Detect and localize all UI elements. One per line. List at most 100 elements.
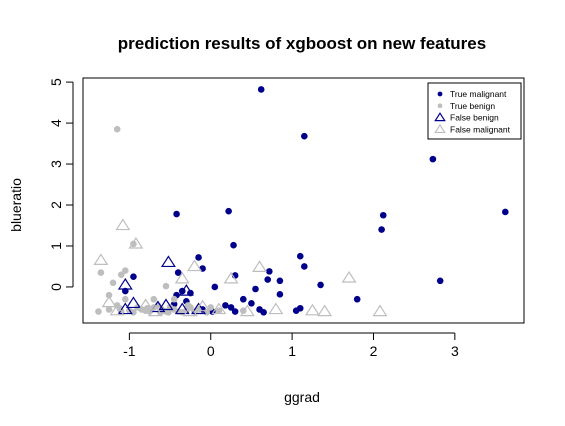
data-point: [292, 307, 300, 315]
data-point: [150, 295, 158, 303]
x-tick-label: 0: [207, 343, 215, 359]
y-tick-label: 2: [48, 201, 64, 209]
data-point: [170, 295, 178, 303]
data-point: [248, 300, 255, 307]
data-point: [231, 308, 239, 315]
data-point: [101, 295, 117, 308]
data-point: [162, 282, 170, 290]
data-point: [105, 306, 113, 313]
data-point: [191, 302, 207, 315]
data-point: [230, 241, 237, 249]
y-tick-label: 1: [48, 242, 64, 250]
data-point: [429, 155, 437, 163]
data-point: [97, 269, 105, 276]
data-point: [207, 304, 215, 311]
data-point: [223, 271, 239, 284]
data-point: [239, 304, 255, 317]
data-point: [174, 271, 190, 284]
data-point: [160, 255, 176, 268]
x-axis: -1 0 1 2 3: [123, 332, 459, 359]
data-point: [173, 210, 180, 218]
data-point: [276, 277, 284, 285]
series-true-malignant: [122, 86, 509, 316]
data-point: [117, 277, 133, 290]
data-point: [93, 253, 109, 266]
y-tick-label: 3: [48, 160, 64, 168]
legend-marker: [434, 123, 446, 134]
data-point: [317, 281, 324, 289]
data-point: [215, 307, 223, 315]
data-point: [174, 302, 190, 315]
data-point: [117, 271, 125, 278]
data-point: [264, 276, 271, 283]
series-false-malignant: [93, 218, 388, 317]
data-point: [115, 218, 131, 231]
data-point: [276, 291, 284, 298]
series-false-benign: [117, 255, 207, 315]
data-point: [125, 296, 141, 309]
data-point: [222, 302, 229, 309]
data-point: [178, 284, 194, 296]
legend: True malignant True benign False benignFal…: [427, 82, 522, 140]
legend-label: False benign: [450, 113, 499, 123]
legend-marker: [437, 103, 443, 109]
data-point: [372, 304, 388, 317]
data-point: [252, 260, 268, 272]
x-tick-label: 3: [451, 343, 459, 359]
data-point: [211, 302, 227, 315]
data-point: [301, 132, 308, 140]
data-point: [195, 254, 202, 261]
data-point: [266, 268, 273, 275]
legend-label: True malignant: [450, 89, 507, 99]
data-point: [501, 208, 509, 216]
data-point: [227, 304, 235, 311]
x-axis-label: ggrad: [284, 389, 320, 405]
data-point: [225, 207, 232, 215]
plot-frame: [82, 77, 525, 324]
data-point: [301, 263, 308, 270]
data-point: [379, 211, 387, 219]
data-point: [130, 273, 137, 281]
data-point: [128, 236, 144, 249]
y-tick-label: 0: [48, 283, 64, 291]
data-point: [378, 226, 385, 233]
data-point: [260, 309, 267, 316]
data-point: [195, 299, 211, 312]
legend-label: False malignant: [450, 124, 511, 134]
data-point: [257, 86, 265, 93]
data-point: [165, 309, 172, 316]
data-point: [252, 285, 259, 293]
data-point: [158, 298, 174, 311]
data-point: [109, 279, 117, 287]
data-point: [138, 298, 154, 311]
data-point: [239, 295, 247, 303]
legend-label: True benign: [450, 101, 495, 111]
x-tick-label: 2: [370, 343, 378, 359]
data-point: [341, 270, 357, 283]
y-tick-label: 5: [48, 78, 64, 86]
y-axis-label: blueratio: [8, 178, 24, 232]
data-point: [187, 259, 202, 272]
data-point: [113, 125, 121, 133]
x-tick-label: -1: [123, 343, 136, 359]
data-point: [95, 308, 102, 315]
data-point: [147, 304, 163, 317]
data-point: [130, 240, 137, 248]
data-point: [105, 291, 113, 299]
data-point: [174, 269, 182, 276]
data-point: [122, 295, 129, 303]
data-point: [304, 303, 320, 316]
series-true-benign: [95, 125, 247, 316]
data-point: [268, 302, 284, 315]
data-point: [211, 283, 219, 291]
y-axis: 0 1 2 3 4 5: [48, 78, 74, 291]
chart-title: prediction results of xgboost on new fea…: [118, 34, 486, 53]
data-point: [436, 277, 444, 285]
x-tick-label: 1: [288, 343, 296, 359]
y-tick-label: 4: [48, 119, 64, 127]
data-point: [182, 304, 198, 317]
legend-marker: [437, 91, 443, 97]
data-point: [296, 252, 304, 260]
data-point: [122, 267, 129, 274]
